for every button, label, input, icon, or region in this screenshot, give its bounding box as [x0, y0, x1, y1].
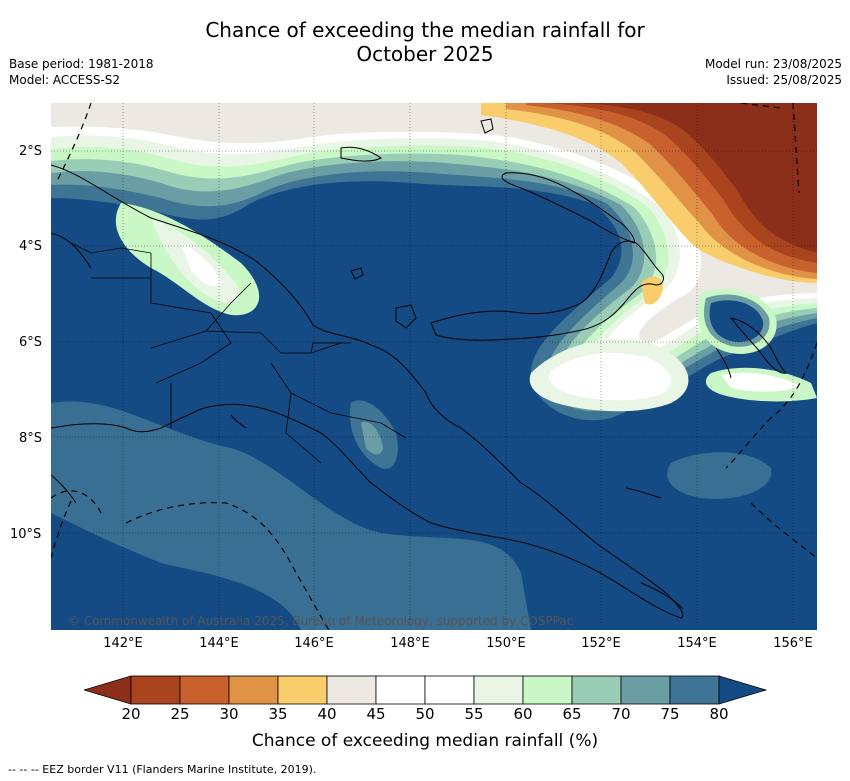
lat-label-8s: 8°S: [19, 431, 43, 446]
colorbar-tick: 65: [562, 705, 582, 723]
colorbar-over-arrow: [718, 675, 768, 705]
colorbar-segment: [228, 675, 279, 705]
colorbar-segment: [571, 675, 622, 705]
colorbar-tick: 75: [660, 705, 680, 723]
lon-label-154e: 154°E: [677, 636, 717, 651]
colorbar-tick: 30: [219, 705, 239, 723]
lat-label-4s: 4°S: [19, 239, 43, 254]
graticule: [51, 103, 817, 630]
lat-label-6s: 6°S: [19, 335, 43, 350]
model-name: Model: ACCESS-S2: [9, 73, 121, 87]
lat-label-2s: 2°S: [19, 144, 43, 159]
colorbar-tick: 50: [415, 705, 435, 723]
colorbar-tick: 45: [366, 705, 386, 723]
title-line-1: Chance of exceeding the median rainfall …: [205, 18, 645, 42]
province-borders: [70, 242, 407, 464]
lon-label-144e: 144°E: [199, 636, 239, 651]
title-line-2: October 2025: [356, 42, 494, 66]
eez-borders: [51, 103, 817, 630]
coastlines: [51, 118, 787, 619]
lat-label-10s: 10°S: [10, 527, 42, 542]
meta-right: Model run: 23/08/2025 Issued: 25/08/2025: [705, 56, 842, 88]
colorbar-segment: [522, 675, 573, 705]
colorbar-segment: [375, 675, 426, 705]
colorbar-segment: [620, 675, 671, 705]
lon-label-146e: 146°E: [294, 636, 334, 651]
colorbar-tick: 35: [268, 705, 288, 723]
base-period: Base period: 1981-2018: [9, 57, 154, 71]
eez-legend-note: -- -- -- EEZ border V11 (Flanders Marine…: [8, 763, 317, 776]
rainfall-map: [51, 103, 817, 630]
colorbar-segment: [130, 675, 181, 705]
lon-label-152e: 152°E: [581, 636, 621, 651]
lon-label-142e: 142°E: [103, 636, 143, 651]
lon-label-150e: 150°E: [486, 636, 526, 651]
colorbar-tick: 70: [611, 705, 631, 723]
map-area: [51, 103, 817, 630]
colorbar-segment: [473, 675, 524, 705]
issued-date: Issued: 25/08/2025: [726, 73, 842, 87]
colorbar-under-arrow: [84, 675, 132, 705]
colorbar-segment: [277, 675, 328, 705]
colorbar-segment: [326, 675, 377, 705]
map-title: Chance of exceeding the median rainfall …: [0, 18, 850, 66]
colorbar-segment: [424, 675, 475, 705]
colorbar-label: Chance of exceeding median rainfall (%): [251, 731, 599, 751]
meta-left: Base period: 1981-2018 Model: ACCESS-S2: [9, 56, 154, 88]
colorbar-segment: [179, 675, 230, 705]
copyright-notice: © Commonwealth of Australia 2025, Bureau…: [68, 614, 574, 628]
colorbar-tick: 60: [513, 705, 533, 723]
colorbar-tick: 80: [709, 705, 729, 723]
lon-label-156e: 156°E: [773, 636, 813, 651]
lon-label-148e: 148°E: [390, 636, 430, 651]
colorbar-tick: 40: [317, 705, 337, 723]
colorbar-tick: 20: [121, 705, 141, 723]
colorbar-tick: 25: [170, 705, 190, 723]
model-run: Model run: 23/08/2025: [704, 57, 842, 71]
colorbar-segment: [669, 675, 720, 705]
colorbar-tick: 55: [464, 705, 484, 723]
colorbar: [84, 675, 768, 705]
